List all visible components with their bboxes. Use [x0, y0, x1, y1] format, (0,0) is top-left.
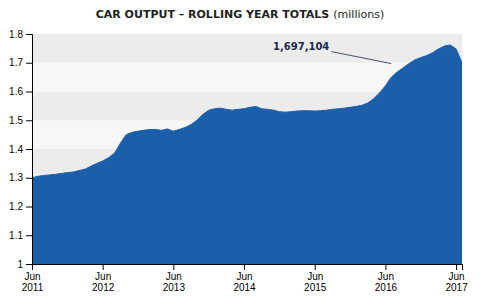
- tick-label: 1.5: [9, 115, 23, 126]
- tick-mark: [26, 178, 32, 179]
- annotations: 1,697,104: [273, 41, 391, 64]
- tick-mark: [26, 207, 32, 208]
- tick-label-line: 2012: [92, 282, 115, 293]
- tick-label-line: 2013: [163, 282, 186, 293]
- tick-label-line: Jun: [24, 271, 40, 282]
- x-tick: Jun2011: [22, 264, 44, 293]
- tick-mark: [456, 264, 457, 270]
- title: CAR OUTPUT – ROLLING YEAR TOTALS(million…: [96, 8, 385, 21]
- tick-label: 1.3: [9, 172, 23, 183]
- tick-mark: [26, 120, 32, 121]
- tick-label: Jun2013: [163, 271, 186, 293]
- area: [32, 45, 462, 264]
- axis-line: [33, 265, 463, 271]
- tick-label: Jun2012: [92, 271, 115, 293]
- tick-label: 1.7: [9, 57, 23, 68]
- y-tick: 1.1: [9, 230, 32, 241]
- tick-label-line: 2017: [445, 282, 468, 293]
- x-tick: Jun2017: [445, 264, 468, 293]
- tick-label-line: 2014: [233, 282, 256, 293]
- grid-band: [32, 34, 462, 63]
- tick-label: 1.4: [9, 144, 23, 155]
- y-tick: 1.5: [9, 115, 32, 126]
- tick-label: 1.2: [9, 201, 23, 212]
- title-main: CAR OUTPUT – ROLLING YEAR TOTALS: [96, 8, 330, 21]
- tick-label-line: Jun: [166, 271, 182, 282]
- tick-label-line: Jun: [378, 271, 394, 282]
- tick-label: Jun2014: [233, 271, 256, 293]
- y-tick: 1.2: [9, 201, 32, 212]
- tick-label-line: Jun: [236, 271, 252, 282]
- tick-mark: [103, 264, 104, 270]
- tick-mark: [26, 264, 32, 265]
- grid: [32, 34, 462, 264]
- y-tick: 1.4: [9, 144, 32, 155]
- tick-label: 1.1: [9, 230, 23, 241]
- tick-label-line: Jun: [307, 271, 323, 282]
- tick-mark: [26, 235, 32, 236]
- tick-label: Jun2011: [22, 271, 44, 293]
- tick-mark: [26, 34, 32, 35]
- tick-label-line: 2016: [375, 282, 398, 293]
- marks: [32, 45, 462, 264]
- axis-line: [26, 35, 33, 265]
- y-tick: 1.3: [9, 172, 32, 183]
- x-axis: Jun2011Jun2012Jun2013Jun2014Jun2015Jun20…: [22, 264, 468, 293]
- tick-label: Jun2017: [445, 271, 468, 293]
- y-tick: 1: [17, 259, 32, 270]
- tick-label-line: Jun: [449, 271, 465, 282]
- annotation-line: [331, 52, 391, 64]
- tick-label: Jun2015: [304, 271, 327, 293]
- tick-mark: [244, 264, 245, 270]
- x-tick: Jun2012: [92, 264, 115, 293]
- tick-mark: [173, 264, 174, 270]
- tick-label: 1: [17, 259, 23, 270]
- subtitle: (millions): [333, 8, 384, 21]
- annotation: 1,697,104: [273, 41, 329, 52]
- tick-label: 1.6: [9, 86, 23, 97]
- y-tick: 1.7: [9, 57, 32, 68]
- y-tick: 1.6: [9, 86, 32, 97]
- x-tick: Jun2015: [304, 264, 327, 293]
- x-tick: Jun2016: [375, 264, 398, 293]
- chart: CAR OUTPUT – ROLLING YEAR TOTALS(million…: [0, 0, 480, 298]
- y-tick: 1.8: [9, 29, 32, 40]
- tick-label-line: 2011: [22, 282, 44, 293]
- tick-mark: [26, 63, 32, 64]
- plot: Jun2011Jun2012Jun2013Jun2014Jun2015Jun20…: [9, 29, 468, 293]
- line: [32, 45, 462, 178]
- tick-label-line: Jun: [95, 271, 111, 282]
- tick-mark: [26, 149, 32, 150]
- tick-mark: [385, 264, 386, 270]
- tick-label: Jun2016: [375, 271, 398, 293]
- tick-label: 1.8: [9, 29, 23, 40]
- x-tick: Jun2013: [163, 264, 186, 293]
- y-axis: 1 1.1 1.2 1.3 1.4 1.5 1.6 1.7 1.8: [9, 29, 32, 270]
- x-tick: Jun2014: [233, 264, 256, 293]
- tick-label-line: 2015: [304, 282, 327, 293]
- tick-mark: [26, 92, 32, 93]
- tick-mark: [315, 264, 316, 270]
